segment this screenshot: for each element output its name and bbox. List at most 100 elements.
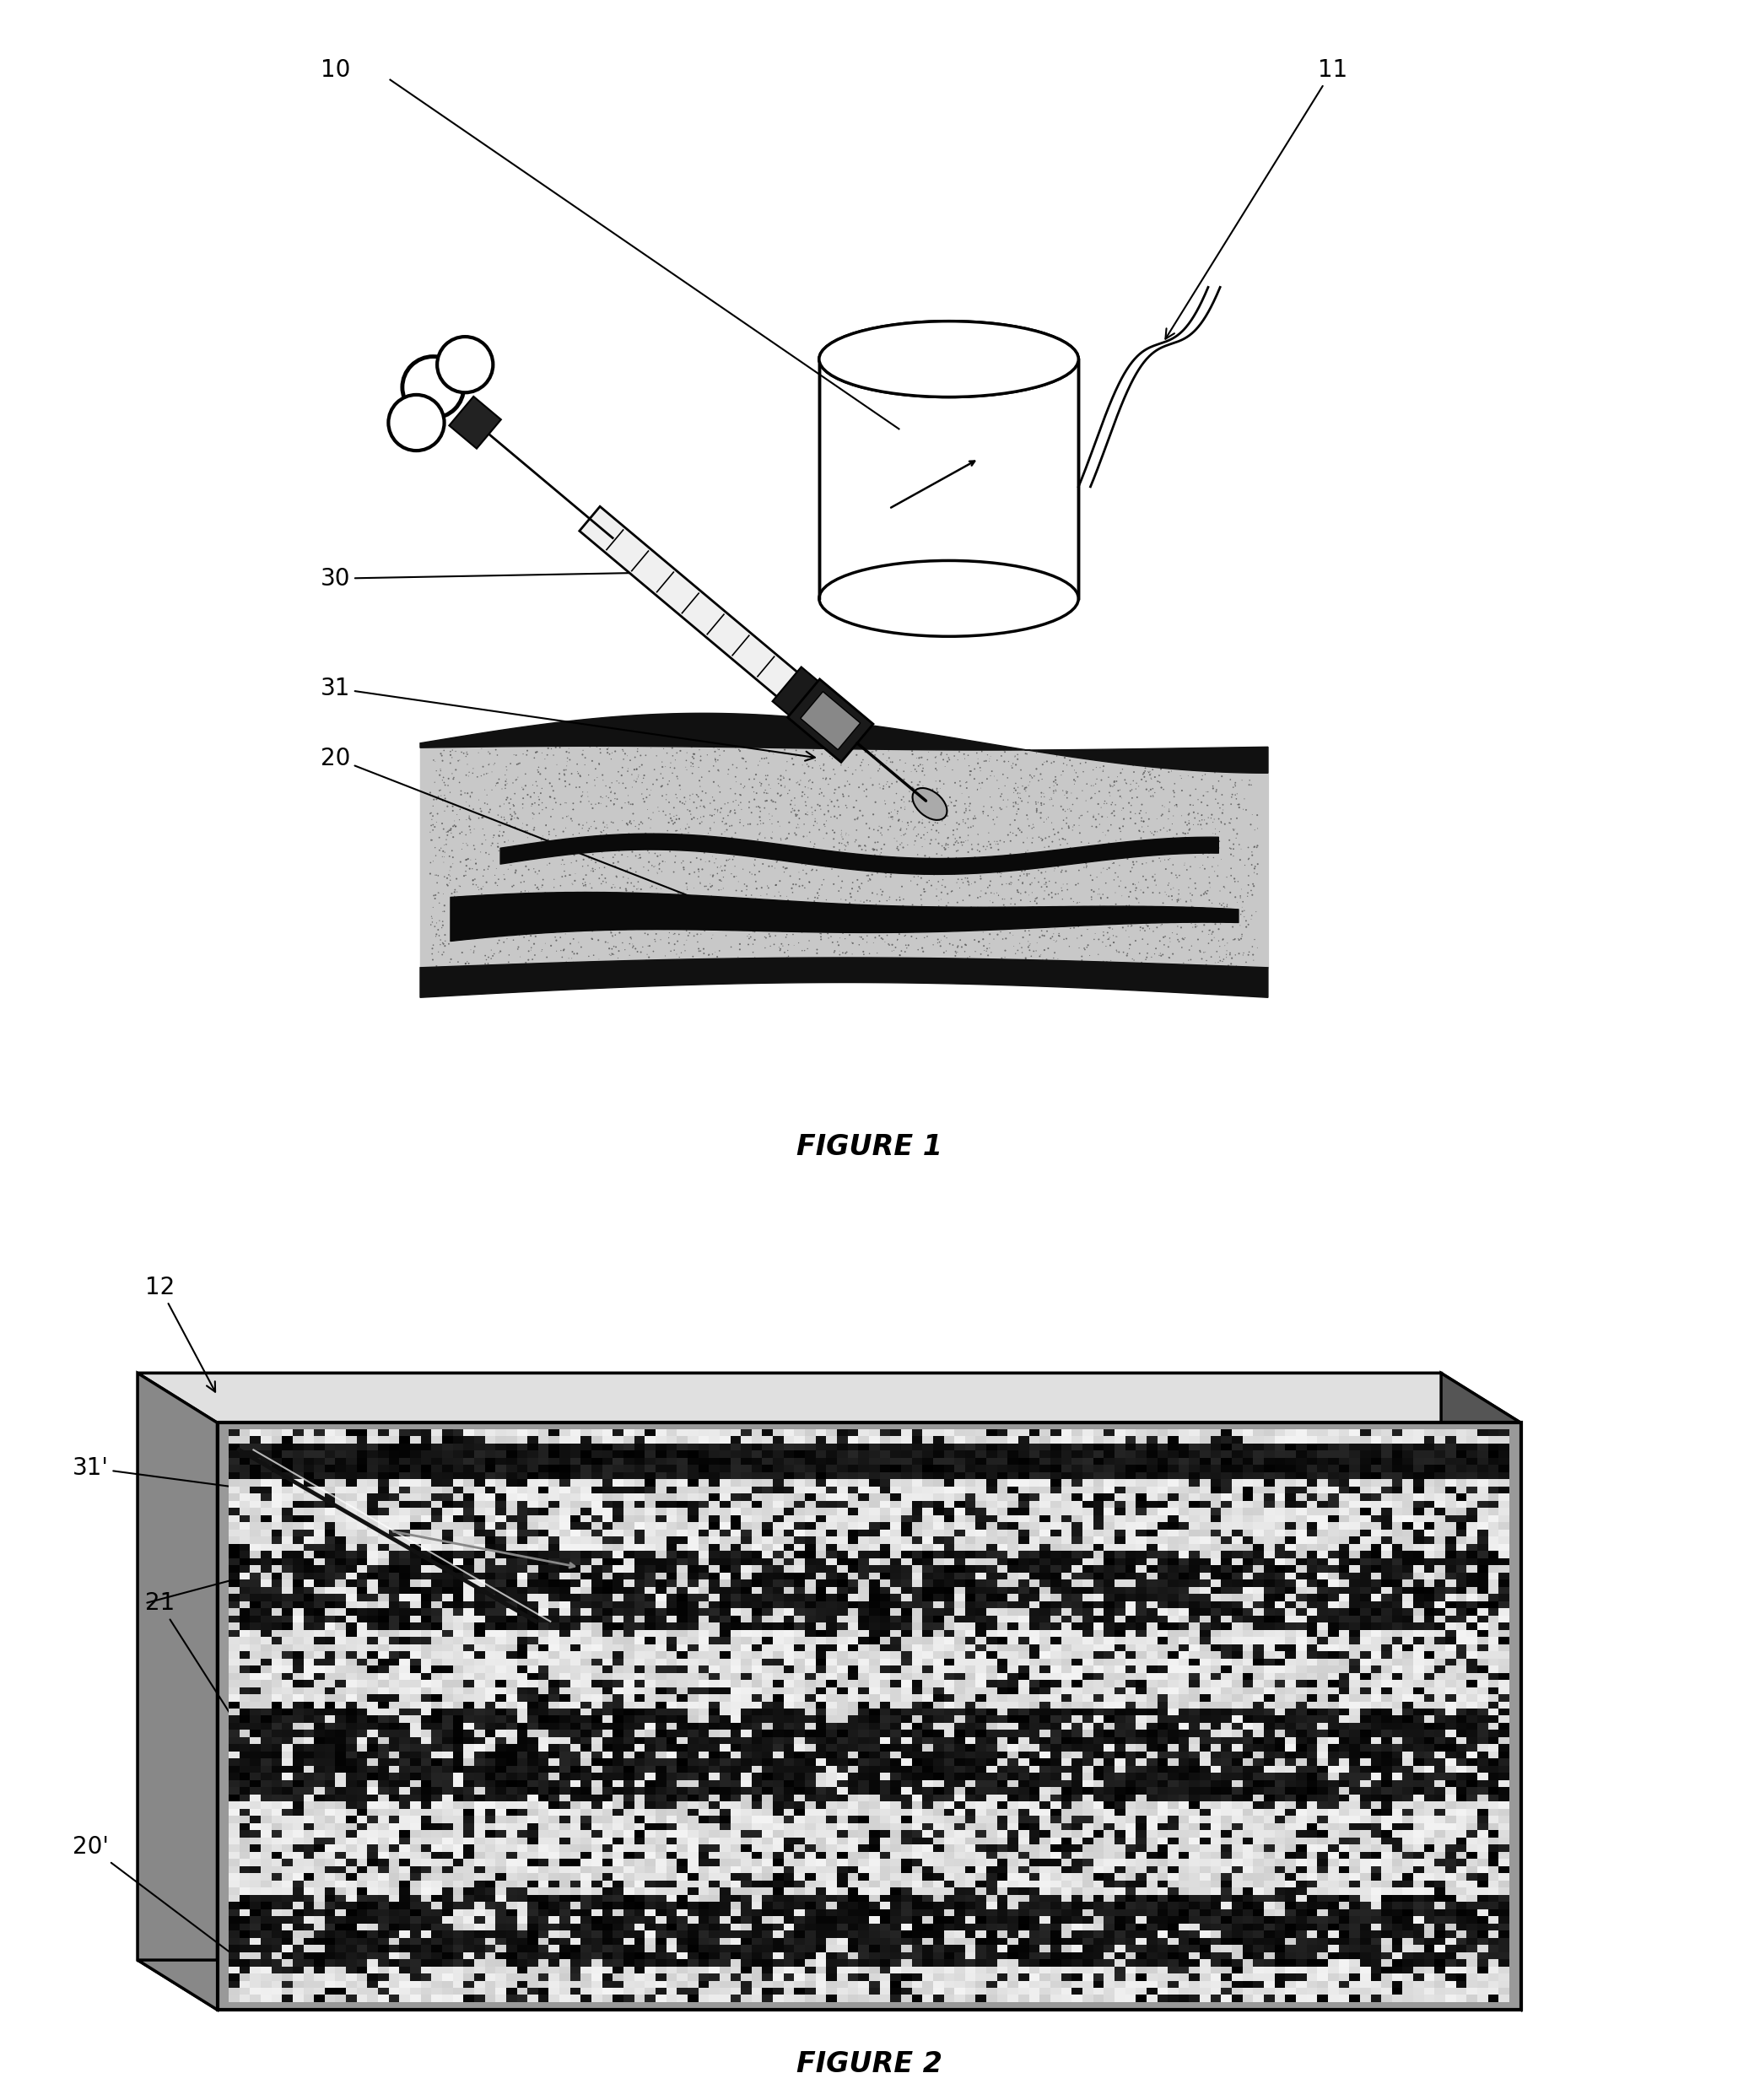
Point — [539, 769, 567, 802]
Point — [1085, 825, 1112, 859]
Point — [619, 901, 647, 934]
Point — [697, 859, 725, 893]
Point — [820, 777, 848, 811]
Point — [612, 890, 640, 924]
Point — [612, 872, 640, 905]
Polygon shape — [421, 714, 1269, 773]
Point — [547, 934, 575, 968]
Point — [593, 779, 620, 813]
Point — [1152, 899, 1180, 932]
Point — [681, 737, 709, 771]
Point — [429, 813, 457, 846]
Point — [1048, 882, 1076, 916]
Point — [1034, 800, 1062, 834]
Point — [1064, 737, 1091, 771]
Point — [487, 890, 514, 924]
Point — [1048, 872, 1076, 905]
Point — [744, 823, 772, 857]
Point — [1046, 920, 1074, 953]
Point — [1081, 777, 1109, 811]
Point — [742, 777, 770, 811]
Point — [426, 773, 454, 806]
Point — [1231, 746, 1258, 779]
Point — [909, 769, 937, 802]
Point — [977, 865, 1005, 899]
Point — [831, 737, 859, 771]
Point — [718, 930, 746, 964]
Point — [448, 827, 476, 861]
Point — [1102, 888, 1130, 922]
Point — [956, 750, 984, 783]
Point — [952, 907, 980, 941]
Point — [796, 905, 824, 939]
Point — [1131, 863, 1159, 897]
Point — [956, 754, 984, 788]
Point — [996, 867, 1024, 901]
Point — [441, 811, 469, 844]
Point — [497, 798, 525, 832]
Point — [819, 853, 846, 886]
Point — [1229, 741, 1257, 775]
Point — [940, 827, 968, 861]
Point — [1048, 790, 1076, 823]
Point — [561, 834, 589, 867]
Point — [1124, 769, 1152, 802]
Point — [949, 827, 977, 861]
Point — [845, 874, 872, 907]
Point — [634, 853, 662, 886]
Point — [1178, 760, 1206, 794]
Point — [1126, 874, 1154, 907]
Point — [594, 832, 622, 865]
Point — [1085, 798, 1112, 832]
Point — [655, 916, 683, 949]
Point — [596, 832, 624, 865]
Point — [966, 861, 994, 895]
Point — [474, 941, 502, 974]
Point — [580, 939, 608, 972]
Point — [954, 781, 982, 815]
Point — [843, 739, 871, 773]
Point — [671, 788, 699, 821]
Point — [1187, 762, 1215, 796]
Point — [547, 788, 575, 821]
Point — [1008, 783, 1036, 817]
Point — [1164, 909, 1192, 943]
Point — [1060, 884, 1088, 918]
Point — [1177, 813, 1204, 846]
Point — [575, 939, 603, 972]
Point — [1039, 790, 1067, 823]
Point — [1147, 937, 1175, 970]
Point — [799, 808, 827, 842]
Point — [478, 932, 506, 966]
Point — [627, 777, 655, 811]
Point — [1158, 901, 1185, 934]
Point — [756, 893, 784, 926]
Point — [984, 890, 1012, 924]
Point — [513, 878, 541, 911]
Point — [468, 878, 495, 911]
Point — [473, 836, 501, 869]
Point — [944, 743, 972, 777]
Point — [1024, 880, 1051, 914]
Point — [886, 743, 914, 777]
Point — [812, 762, 839, 796]
Point — [746, 800, 773, 834]
Point — [633, 943, 660, 976]
Point — [1184, 827, 1211, 861]
Point — [836, 769, 864, 802]
Point — [469, 899, 497, 932]
Point — [436, 859, 464, 893]
Point — [966, 880, 994, 914]
Point — [525, 832, 553, 865]
Point — [1031, 874, 1058, 907]
Point — [443, 920, 471, 953]
Point — [1048, 821, 1076, 855]
Point — [996, 903, 1024, 937]
Point — [1001, 739, 1029, 773]
Point — [1012, 775, 1039, 809]
Point — [1194, 790, 1222, 823]
Point — [819, 926, 846, 960]
Point — [660, 928, 688, 962]
Point — [476, 918, 504, 951]
Point — [928, 869, 956, 903]
